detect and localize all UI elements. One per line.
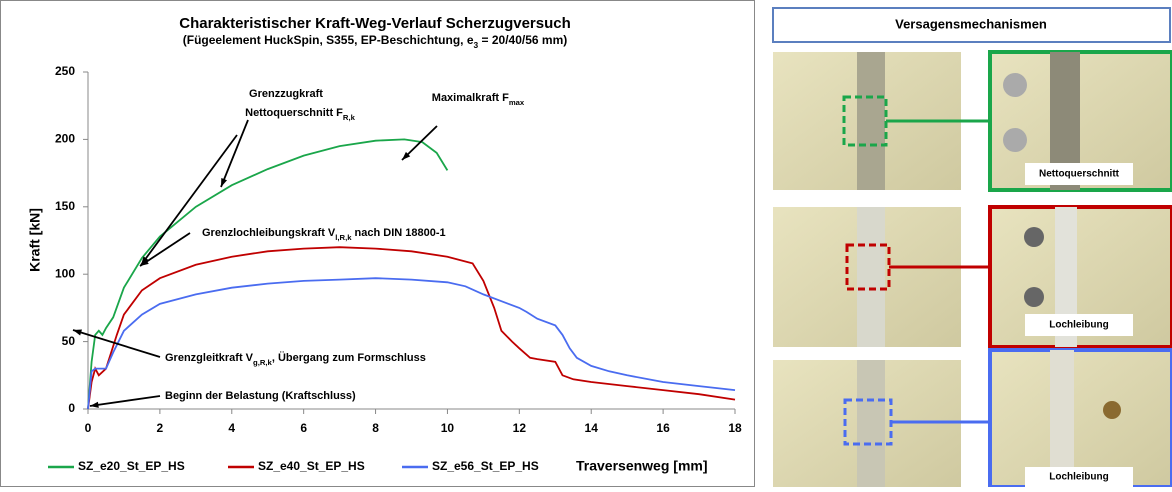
x-tick-label: 16 — [656, 421, 670, 435]
annotation-text: Nettoquerschnitt F — [245, 107, 343, 119]
legend-label: SZ_e20_St_EP_HS — [78, 459, 185, 473]
y-tick-label: 0 — [68, 401, 75, 415]
y-tick-label: 250 — [55, 64, 75, 78]
y-tick-label: 150 — [55, 199, 75, 213]
photo-label: Nettoquerschnitt — [1039, 169, 1120, 180]
photo-detail — [857, 52, 885, 190]
annotation-text: Grenzzugkraft — [249, 88, 323, 100]
x-tick-label: 8 — [372, 421, 379, 435]
bolt — [1003, 73, 1027, 97]
figure: Charakteristischer Kraft-Weg-Verlauf Sch… — [0, 0, 1172, 487]
x-tick-label: 18 — [728, 421, 742, 435]
photos: Nettoquerschnitt Lochleibung Lochleibung — [773, 52, 1172, 487]
chart-title: Charakteristischer Kraft-Weg-Verlauf Sch… — [179, 15, 571, 32]
annotation-text: Beginn der Belastung (Kraftschluss) — [165, 390, 356, 402]
annotation-tail: , Übergang zum Formschluss — [272, 351, 426, 364]
y-tick-label: 200 — [55, 132, 75, 146]
bolt — [1024, 227, 1044, 247]
bolt — [1003, 128, 1027, 152]
photo-label: Lochleibung — [1049, 320, 1108, 331]
y-tick-label: 100 — [55, 266, 75, 280]
annotation-sub: R,k — [343, 113, 356, 122]
photo-detail — [1050, 350, 1074, 487]
annotation-text: Maximalkraft F — [432, 92, 509, 104]
chart-subtitle-tail: = 20/40/56 mm) — [478, 33, 567, 47]
x-tick-label: 6 — [300, 421, 307, 435]
legend-label: SZ_e40_St_EP_HS — [258, 459, 365, 473]
y-tick-label: 50 — [62, 334, 76, 348]
annotation: Grenzzugkraft — [249, 88, 323, 100]
x-tick-label: 10 — [441, 421, 455, 435]
annotation-sub: g,R,k — [253, 358, 273, 367]
x-axis-label: Traversenweg [mm] — [576, 458, 708, 474]
x-tick-label: 12 — [513, 421, 527, 435]
panel-title: Versagensmechanismen — [895, 16, 1047, 31]
chart-subtitle-text: (Fügeelement HuckSpin, S355, EP-Beschich… — [183, 33, 474, 47]
x-tick-label: 14 — [585, 421, 599, 435]
annotation-sub: max — [509, 98, 525, 107]
x-tick-label: 0 — [85, 421, 92, 435]
annotation-text: Grenzgleitkraft V — [165, 352, 254, 364]
chart-frame — [1, 1, 755, 487]
photo-detail — [857, 360, 885, 487]
annotation-text: Grenzlochleibungskraft V — [202, 227, 336, 239]
bolt — [1024, 287, 1044, 307]
annotation-sub: l,R,k — [335, 233, 352, 242]
x-tick-label: 2 — [157, 421, 164, 435]
legend-label: SZ_e56_St_EP_HS — [432, 459, 539, 473]
x-tick-label: 4 — [228, 421, 235, 435]
zoom-photo — [990, 350, 1172, 487]
photo-detail — [857, 207, 885, 347]
bolt — [1103, 401, 1121, 419]
annotation-tail: nach DIN 18800-1 — [352, 227, 446, 239]
photo-label: Lochleibung — [1049, 472, 1108, 483]
page: Charakteristischer Kraft-Weg-Verlauf Sch… — [0, 0, 1172, 492]
annotation: Beginn der Belastung (Kraftschluss) — [165, 390, 356, 402]
y-axis-label: Kraft [kN] — [27, 208, 43, 272]
